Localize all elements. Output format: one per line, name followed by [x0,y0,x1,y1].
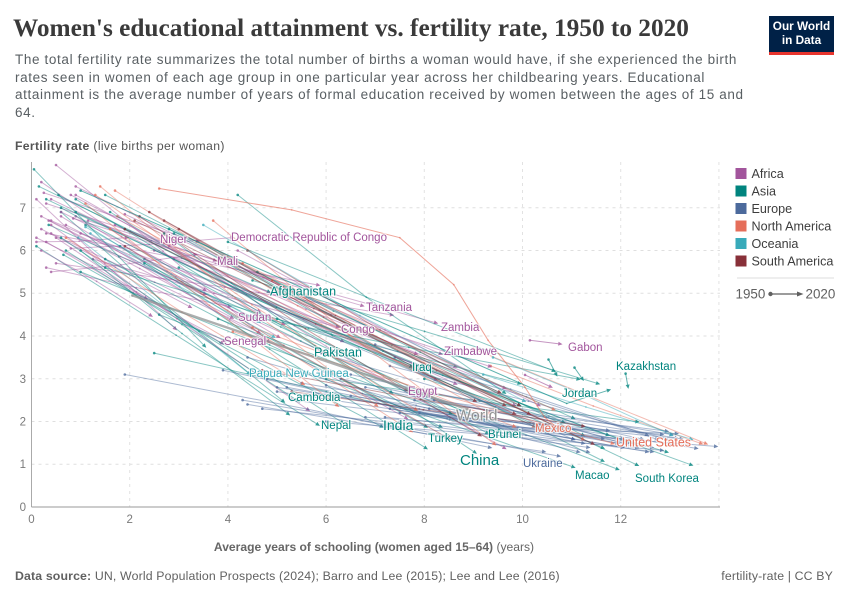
svg-text:Macao: Macao [575,470,610,482]
svg-text:North America: North America [752,220,832,234]
svg-text:South America: South America [752,255,834,269]
svg-text:South Korea: South Korea [635,473,700,485]
svg-text:Democratic Republic of Congo: Democratic Republic of Congo [231,232,387,244]
svg-text:1950: 1950 [736,287,766,302]
svg-text:2: 2 [126,514,132,526]
svg-text:World: World [456,408,498,425]
svg-text:6: 6 [323,514,329,526]
svg-text:Niger: Niger [160,234,188,246]
svg-text:Cambodia: Cambodia [288,392,341,404]
svg-text:Europe: Europe [752,202,793,216]
svg-text:Ukraine: Ukraine [523,458,563,470]
svg-text:United States: United States [616,435,691,449]
svg-text:Zambia: Zambia [441,322,480,334]
svg-text:2020: 2020 [806,287,836,302]
svg-text:7: 7 [20,203,26,215]
svg-text:Oceania: Oceania [752,237,799,251]
svg-text:Papua New Guinea: Papua New Guinea [249,368,349,380]
svg-text:Turkey: Turkey [428,433,463,445]
svg-text:1: 1 [20,459,26,471]
svg-text:Afghanistan: Afghanistan [270,284,336,298]
svg-text:Average years of schooling (wo: Average years of schooling (women aged 1… [214,540,534,554]
svg-text:Iraq: Iraq [412,362,432,374]
svg-text:4: 4 [20,331,27,343]
svg-text:Kazakhstan: Kazakhstan [616,361,676,373]
svg-text:India: India [383,417,414,433]
svg-text:8: 8 [421,514,427,526]
svg-text:2: 2 [20,417,26,429]
svg-text:China: China [460,452,500,469]
svg-text:Congo: Congo [341,324,375,336]
svg-text:Mali: Mali [217,256,238,268]
svg-text:Zimbabwe: Zimbabwe [444,346,497,358]
svg-text:0: 0 [28,514,34,526]
svg-text:Africa: Africa [752,167,784,181]
svg-text:10: 10 [516,514,529,526]
svg-text:Sudan: Sudan [238,312,271,324]
svg-text:Pakistan: Pakistan [314,345,362,359]
svg-text:12: 12 [614,514,627,526]
svg-text:3: 3 [20,374,26,386]
svg-text:Jordan: Jordan [562,388,597,400]
svg-text:Tanzania: Tanzania [366,302,413,314]
svg-text:Egypt: Egypt [408,386,438,398]
svg-text:4: 4 [225,514,232,526]
svg-text:Senegal: Senegal [224,336,266,348]
svg-text:6: 6 [20,246,26,258]
svg-text:Asia: Asia [752,185,777,199]
svg-text:Nepal: Nepal [321,420,351,432]
svg-text:0: 0 [20,502,26,514]
svg-text:Brunei: Brunei [488,429,521,441]
svg-text:5: 5 [20,288,26,300]
svg-text:Gabon: Gabon [568,342,603,354]
svg-text:Mexico: Mexico [535,423,571,435]
